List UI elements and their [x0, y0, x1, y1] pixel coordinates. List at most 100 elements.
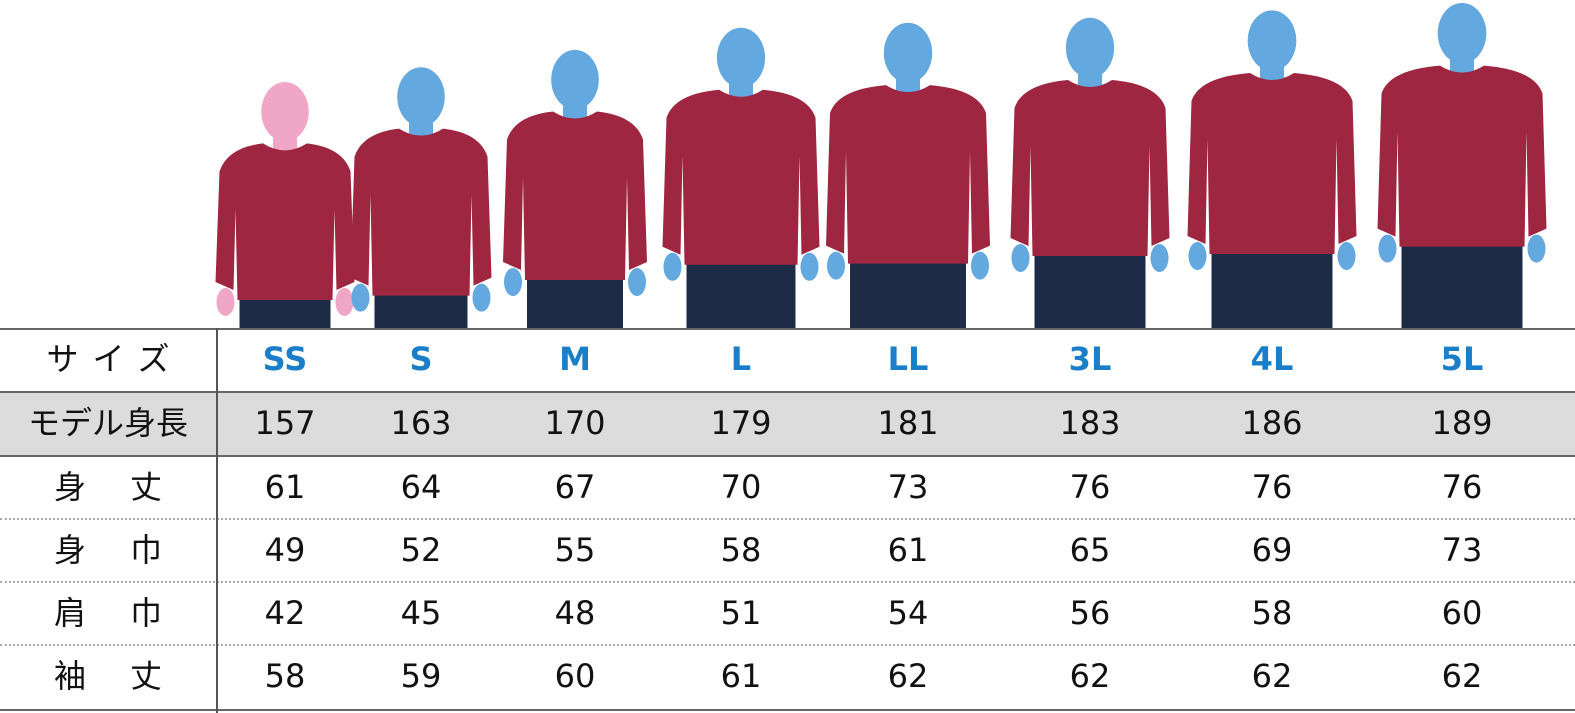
- table-cell: 64: [400, 468, 442, 506]
- left-hand: [216, 288, 235, 316]
- head: [261, 82, 309, 142]
- left-hand: [827, 251, 845, 280]
- table-dotted-divider: [0, 644, 1575, 646]
- sweatshirt: [215, 143, 355, 300]
- head: [551, 49, 599, 110]
- table-cell: 61: [720, 657, 762, 695]
- head: [716, 27, 766, 88]
- model-figure-5l: [1377, 3, 1547, 328]
- table-cell: 67: [554, 468, 596, 506]
- model-figure-m: [503, 49, 647, 328]
- table-cell: 49: [264, 531, 306, 569]
- table-divider: [0, 391, 1575, 393]
- row-label: 身巾: [53, 531, 206, 569]
- table-cell: 70: [720, 468, 762, 506]
- table-cell: 76: [1251, 468, 1293, 506]
- table-cell: 65: [1069, 531, 1111, 569]
- table-cell: 189: [1431, 404, 1493, 442]
- model-figure-ll: [826, 22, 990, 328]
- sweatshirt: [662, 89, 820, 265]
- right-hand: [1150, 244, 1169, 273]
- table-cell: 59: [400, 657, 442, 695]
- table-row-sleeve-length: 袖丈 58 59 60 61 62 62 62 62: [0, 645, 1575, 708]
- row-label: 肩巾: [53, 594, 206, 632]
- table-cell: 54: [887, 594, 929, 632]
- sweatshirt: [1010, 80, 1170, 257]
- table-cell: 45: [400, 594, 442, 632]
- table-cell: 62: [1251, 657, 1293, 695]
- table-cell: 55: [554, 531, 596, 569]
- table-cell: 61: [264, 468, 306, 506]
- table-cell: 60: [1441, 594, 1483, 632]
- pants: [1211, 248, 1333, 328]
- table-cell: 62: [887, 657, 929, 695]
- table-cell: 58: [264, 657, 306, 695]
- left-hand: [504, 268, 522, 297]
- table-cell: 179: [710, 404, 772, 442]
- table-top-border: [0, 328, 1575, 330]
- right-hand: [628, 268, 646, 297]
- header-size-3l: 3L: [1068, 340, 1112, 378]
- table-cell: 69: [1251, 531, 1293, 569]
- right-hand: [800, 252, 819, 281]
- row-label: モデル身長: [27, 404, 188, 442]
- header-size-s: S: [409, 340, 433, 378]
- table-cell: 62: [1441, 657, 1483, 695]
- table-row-shoulder-width: 肩巾 42 45 48 51 54 56 58 60: [0, 582, 1575, 645]
- table-cell: 181: [877, 404, 939, 442]
- table-row-body-width: 身巾 49 52 55 58 61 65 69 73: [0, 519, 1575, 582]
- head: [883, 22, 933, 84]
- pants: [527, 274, 623, 328]
- left-hand: [1011, 244, 1030, 273]
- head: [397, 67, 445, 127]
- table-cell: 186: [1241, 404, 1303, 442]
- right-hand: [335, 288, 354, 316]
- right-hand: [1337, 242, 1356, 271]
- table-cell: 61: [887, 531, 929, 569]
- header-size-4l: 4L: [1250, 340, 1294, 378]
- left-hand: [351, 283, 370, 312]
- table-cell: 62: [1069, 657, 1111, 695]
- row-label: 袖丈: [53, 657, 206, 695]
- pants: [686, 258, 796, 328]
- table-cell: 42: [264, 594, 306, 632]
- table-bottom-border: [0, 709, 1575, 711]
- table-label-column-divider: [216, 328, 218, 713]
- row-label: 身丈: [53, 468, 206, 506]
- pants: [850, 257, 966, 328]
- left-hand: [1378, 234, 1397, 263]
- header-size-5l: 5L: [1440, 340, 1484, 378]
- sweatshirt: [503, 111, 647, 281]
- model-figures: [215, 3, 1547, 328]
- table-cell: 60: [554, 657, 596, 695]
- head: [1247, 10, 1297, 72]
- model-figure-3l: [1010, 17, 1170, 328]
- left-hand: [663, 252, 682, 281]
- table-cell: 157: [254, 404, 316, 442]
- model-figure-ss: [215, 82, 355, 328]
- header-label: サイズ: [46, 340, 184, 378]
- table-cell: 48: [554, 594, 596, 632]
- table-cell: 58: [720, 531, 762, 569]
- model-figure-l: [662, 27, 820, 328]
- table-cell: 56: [1069, 594, 1111, 632]
- table-row-model-height: モデル身長 157 163 170 179 181 183 186 189: [0, 392, 1575, 455]
- sweatshirt: [826, 85, 990, 264]
- sweatshirt: [350, 128, 492, 296]
- right-hand: [1527, 234, 1546, 263]
- head: [1065, 17, 1115, 79]
- table-cell: 51: [720, 594, 762, 632]
- table-cell: 73: [1441, 531, 1483, 569]
- table-cell: 170: [544, 404, 606, 442]
- header-size-ss: SS: [262, 340, 308, 378]
- header-size-ll: LL: [887, 340, 929, 378]
- pants: [1401, 240, 1523, 328]
- pants: [374, 289, 468, 328]
- pants: [1034, 250, 1146, 328]
- table-cell: 183: [1059, 404, 1121, 442]
- header-size-m: M: [559, 340, 591, 378]
- left-hand: [1188, 242, 1207, 271]
- table-cell: 76: [1441, 468, 1483, 506]
- header-size-l: L: [730, 340, 752, 378]
- table-cell: 163: [390, 404, 452, 442]
